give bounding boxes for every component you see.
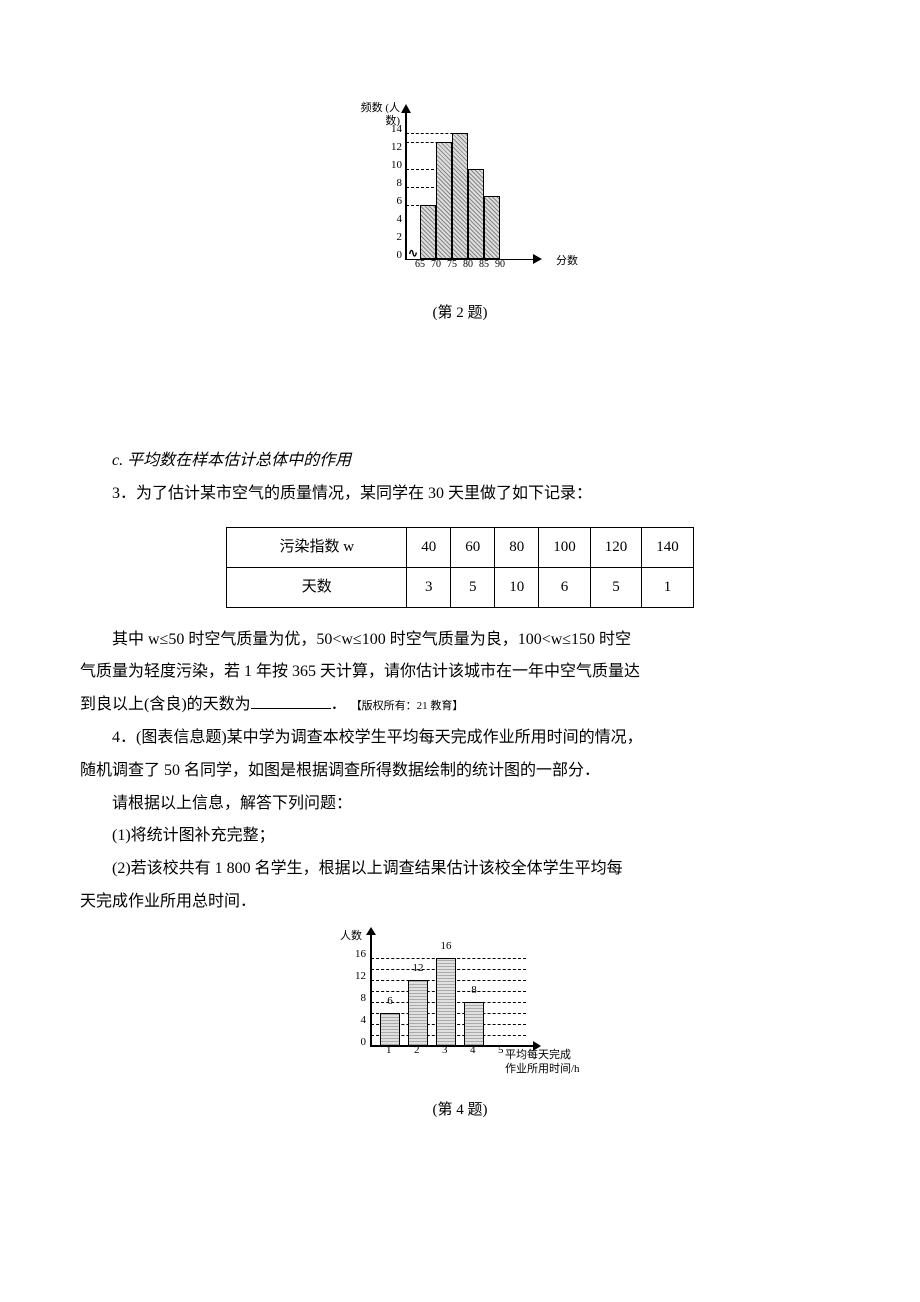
q4-part2b: 天完成作业所用总时间． — [80, 888, 840, 917]
table-cell: 5 — [451, 567, 495, 607]
bar-value-label: 8 — [464, 981, 484, 1001]
q3-para-c: 到良以上(含良)的天数为 ． 【版权所有：21 教育】 — [80, 691, 840, 720]
histogram-bar — [380, 1013, 400, 1046]
q4-line3: 请根据以上信息，解答下列问题： — [80, 790, 840, 819]
histogram-bar — [468, 169, 484, 259]
q4-caption: (第 4 题) — [80, 1097, 840, 1124]
section-c-heading: c. 平均数在样本估计总体中的作用 — [80, 447, 840, 476]
q3-data-table: 污染指数 w 40 60 80 100 120 140 天数 3 5 10 6 … — [226, 527, 694, 608]
table-cell: 40 — [407, 527, 451, 567]
bar-value-label: 6 — [380, 992, 400, 1012]
histogram-bar — [464, 1002, 484, 1046]
q2-histogram-container: 频数 (人数) 分数 ∿ 02468101214657075808590 (第 … — [80, 100, 840, 327]
table-cell: 60 — [451, 527, 495, 567]
table-cell: 120 — [590, 527, 642, 567]
q3-para-b: 气质量为轻度污染，若 1 年按 365 天计算，请你估计该城市在一年中空气质量达 — [80, 658, 840, 687]
q3-para-a: 其中 w≤50 时空气质量为优，50<w≤100 时空气质量为良，100<w≤1… — [80, 626, 840, 655]
q4-line2: 随机调查了 50 名同学，如图是根据调查所得数据绘制的统计图的一部分． — [80, 757, 840, 786]
table-cell: 6 — [539, 567, 591, 607]
y-axis — [370, 932, 372, 1047]
histogram-bar — [452, 133, 468, 259]
table-cell: 3 — [407, 567, 451, 607]
q2-caption: (第 2 题) — [80, 300, 840, 327]
histogram-bar — [484, 196, 500, 259]
histogram-bar — [436, 958, 456, 1046]
bar-value-label: 16 — [436, 937, 456, 957]
q3-intro: 3．为了估计某市空气的质量情况，某同学在 30 天里做了如下记录： — [80, 480, 840, 509]
table-header-index: 污染指数 w — [227, 527, 407, 567]
answer-blank — [251, 708, 331, 709]
q3-para-c-text: 到良以上(含良)的天数为 — [80, 696, 251, 713]
y-arrow-icon — [401, 104, 411, 113]
q3-para-c-period: ． — [331, 696, 347, 713]
histogram-bar — [436, 142, 452, 259]
table-cell: 80 — [495, 527, 539, 567]
y-axis-label: 人数 — [340, 927, 362, 947]
copyright-note: 【版权所有：21 教育】 — [351, 700, 464, 712]
bar-value-label: 12 — [408, 959, 428, 979]
table-header-days: 天数 — [227, 567, 407, 607]
q4-histogram-container: 人数 平均每天完成作业所用时间/h 048121612345612168 (第 … — [80, 927, 840, 1124]
y-arrow-icon — [366, 927, 376, 935]
table-row: 污染指数 w 40 60 80 100 120 140 — [227, 527, 694, 567]
q4-part2a: (2)若该校共有 1 800 名学生，根据以上调查结果估计该校全体学生平均每 — [80, 855, 840, 884]
q4-line1: 4．(图表信息题)某中学为调查本校学生平均每天完成作业所用时间的情况， — [80, 724, 840, 753]
q4-histogram: 人数 平均每天完成作业所用时间/h 048121612345612168 — [330, 927, 590, 1087]
table-cell: 10 — [495, 567, 539, 607]
x-axis-label: 平均每天完成作业所用时间/h — [505, 1048, 580, 1077]
table-cell: 100 — [539, 527, 591, 567]
table-row: 天数 3 5 10 6 5 1 — [227, 567, 694, 607]
table-cell: 140 — [642, 527, 694, 567]
histogram-bar — [420, 205, 436, 259]
table-cell: 1 — [642, 567, 694, 607]
x-arrow-icon — [533, 254, 542, 264]
q4-part1: (1)将统计图补充完整； — [80, 822, 840, 851]
x-axis-label: 分数 — [556, 252, 578, 272]
table-cell: 5 — [590, 567, 642, 607]
histogram-bar — [408, 980, 428, 1046]
q2-histogram: 频数 (人数) 分数 ∿ 02468101214657075808590 — [360, 100, 560, 290]
